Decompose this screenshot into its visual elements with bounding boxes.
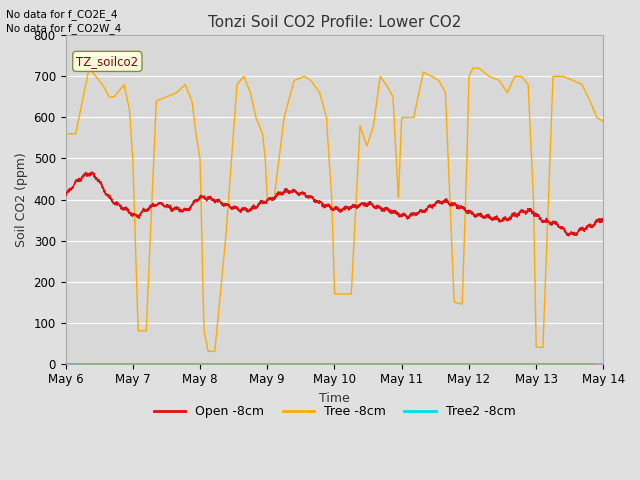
Y-axis label: Soil CO2 (ppm): Soil CO2 (ppm) xyxy=(15,152,28,247)
Text: No data for f_CO2E_4: No data for f_CO2E_4 xyxy=(6,9,118,20)
Legend: Open -8cm, Tree -8cm, Tree2 -8cm: Open -8cm, Tree -8cm, Tree2 -8cm xyxy=(148,400,520,423)
Text: No data for f_CO2W_4: No data for f_CO2W_4 xyxy=(6,23,122,34)
Title: Tonzi Soil CO2 Profile: Lower CO2: Tonzi Soil CO2 Profile: Lower CO2 xyxy=(208,15,461,30)
Text: TZ_soilco2: TZ_soilco2 xyxy=(76,55,138,68)
X-axis label: Time: Time xyxy=(319,392,350,405)
